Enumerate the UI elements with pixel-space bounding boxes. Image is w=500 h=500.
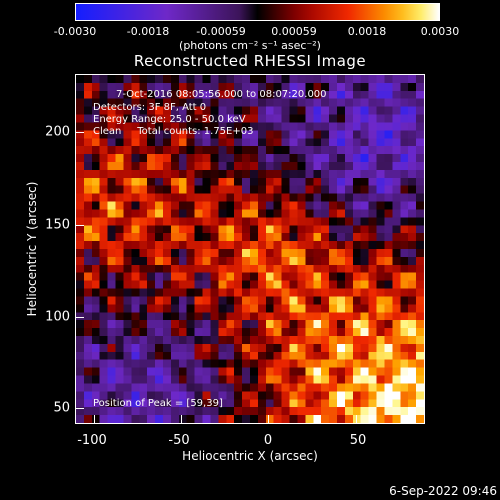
colorbar-tick-label: 0.00059 (271, 25, 317, 38)
time-range-text: 7-Oct-2016 08:05:56.000 to 08:07:20.000 (116, 89, 327, 100)
y-tick-label: 50 (53, 400, 70, 416)
x-tick-label: -50 (168, 433, 190, 448)
energy-range-text: Energy Range: 25.0 - 50.0 keV (93, 114, 246, 125)
rhessi-image (75, 74, 425, 424)
x-tick-mark (268, 415, 269, 424)
colorbar-tick-label: -0.0030 (53, 25, 97, 38)
y-tick-mark (75, 132, 84, 133)
colorbar-tick-label: 0.0030 (420, 25, 460, 38)
colorbar-units: (photons cm⁻² s⁻¹ asec⁻²) (179, 39, 321, 52)
colorbar-tick-label: -0.0018 (126, 25, 170, 38)
y-tick-mark (75, 408, 84, 409)
x-tick-label: 0 (263, 433, 273, 448)
x-tick-mark (181, 415, 182, 424)
colorbar-tick-label: 0.0018 (347, 25, 387, 38)
x-tick-mark (94, 415, 95, 424)
timestamp: 6-Sep-2022 09:46 (389, 484, 497, 498)
y-axis-label: Heliocentric Y (arcsec) (25, 181, 39, 317)
colorbar (75, 3, 440, 21)
y-tick-label: 200 (45, 124, 70, 140)
x-tick-label: 50 (349, 433, 367, 448)
y-tick-label: 100 (45, 309, 70, 325)
y-tick-label: 150 (45, 217, 70, 233)
image-canvas (76, 75, 424, 423)
peak-position-text: Position of Peak = [59,39] (93, 398, 223, 409)
x-tick-mark (356, 415, 357, 424)
x-tick-label: -100 (77, 433, 107, 448)
y-tick-mark (75, 225, 84, 226)
image-title: Reconstructed RHESSI Image (133, 52, 367, 70)
x-axis-label: Heliocentric X (arcsec) (182, 449, 318, 463)
detectors-text: Detectors: 3F 8F, Att 0 (93, 102, 207, 113)
colorbar-tick-label: -0.00059 (196, 25, 246, 38)
y-tick-mark (75, 317, 84, 318)
clean-counts-text: Clean Total counts: 1.75E+03 (93, 126, 254, 137)
